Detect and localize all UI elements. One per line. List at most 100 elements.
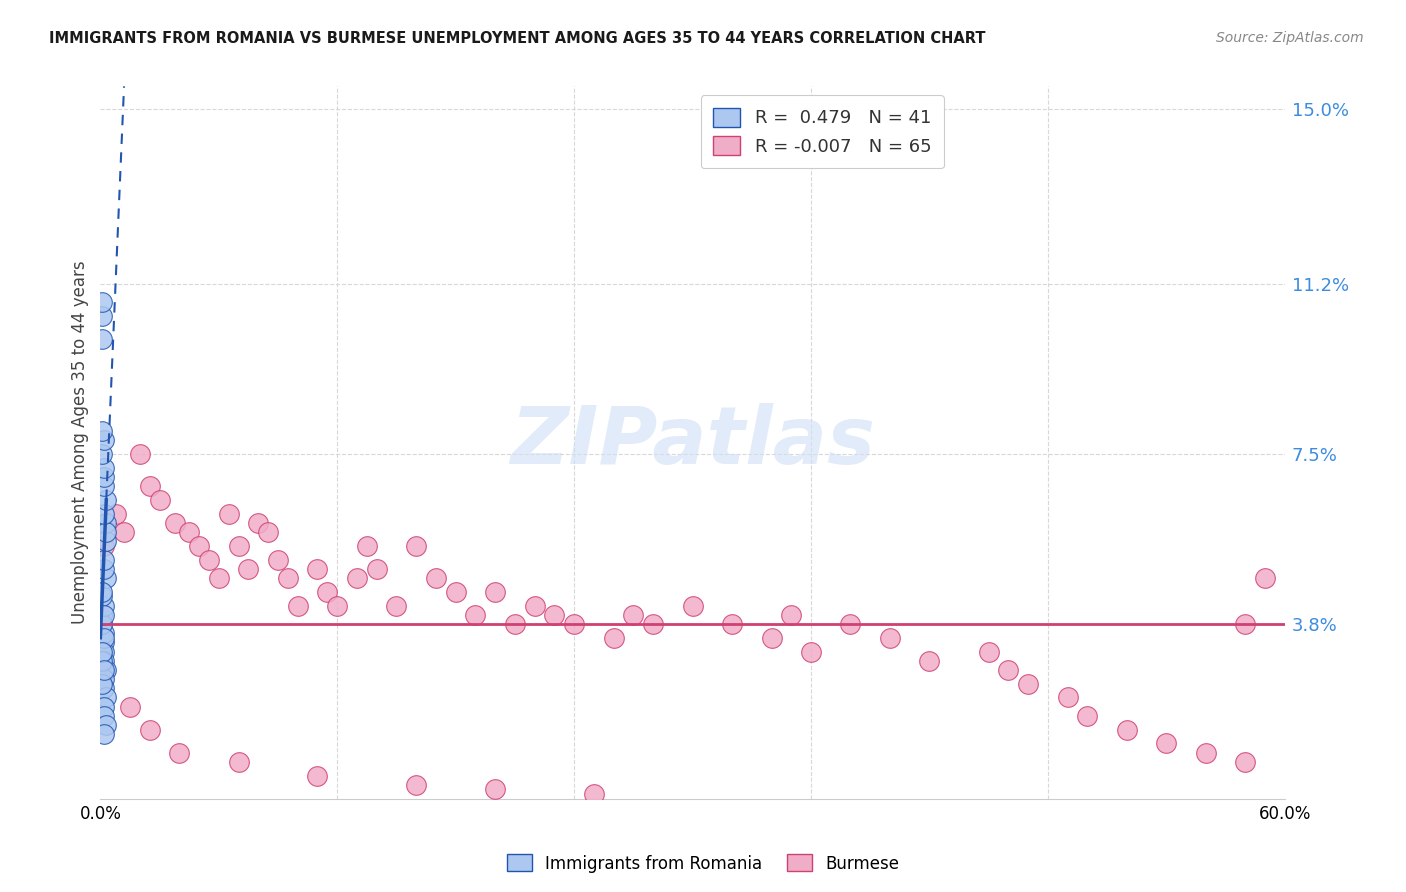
Point [562,616,585,631]
Point [91,584,114,599]
Point [93,460,115,475]
Point [307,768,329,782]
Point [641,616,664,631]
Point [405,539,427,553]
Point [307,562,329,576]
Point [356,539,378,553]
Point [228,755,250,769]
Point [138,479,160,493]
Point [96,718,118,732]
Point [721,616,744,631]
Point [780,607,803,622]
Point [128,447,150,461]
Point [93,709,115,723]
Point [96,663,118,677]
Point [91,295,114,310]
Point [96,534,118,549]
Text: Source: ZipAtlas.com: Source: ZipAtlas.com [1216,31,1364,45]
Point [179,524,201,539]
Point [93,599,115,613]
Point [93,654,115,668]
Point [93,479,115,493]
Point [316,584,339,599]
Point [93,631,115,645]
Point [257,524,280,539]
Legend: R =  0.479   N = 41, R = -0.007   N = 65: R = 0.479 N = 41, R = -0.007 N = 65 [700,95,943,169]
Point [621,607,644,622]
Point [287,599,309,613]
Point [188,539,211,553]
Point [138,723,160,737]
Point [93,470,115,484]
Point [165,516,187,530]
Point [1254,571,1277,585]
Point [1234,616,1257,631]
Point [1195,746,1218,760]
Point [326,599,349,613]
Point [484,782,506,797]
Point [484,584,506,599]
Point [444,584,467,599]
Point [105,507,128,521]
Point [425,571,447,585]
Point [93,663,115,677]
Point [543,607,565,622]
Point [91,309,114,323]
Point [93,607,115,622]
Point [91,644,114,658]
Point [1115,723,1137,737]
Point [93,681,115,696]
Point [346,571,368,585]
Point [1076,709,1098,723]
Point [91,447,114,461]
Point [839,616,862,631]
Point [91,424,114,438]
Point [96,492,118,507]
Point [503,616,526,631]
Text: ZIPatlas: ZIPatlas [510,403,875,482]
Point [96,690,118,705]
Point [228,539,250,553]
Point [93,699,115,714]
Y-axis label: Unemployment Among Ages 35 to 44 years: Unemployment Among Ages 35 to 44 years [72,260,89,624]
Point [112,524,135,539]
Point [208,571,231,585]
Point [366,562,388,576]
Point [148,492,170,507]
Point [91,616,114,631]
Point [267,552,290,566]
Point [93,552,115,566]
Point [93,626,115,640]
Point [91,676,114,690]
Point [247,516,270,530]
Point [91,332,114,346]
Point [997,663,1019,677]
Point [405,778,427,792]
Point [464,607,486,622]
Point [1156,736,1178,750]
Point [93,433,115,447]
Point [91,654,114,668]
Point [91,616,114,631]
Point [93,507,115,521]
Point [879,631,901,645]
Point [918,654,941,668]
Point [198,552,221,566]
Text: IMMIGRANTS FROM ROMANIA VS BURMESE UNEMPLOYMENT AMONG AGES 35 TO 44 YEARS CORREL: IMMIGRANTS FROM ROMANIA VS BURMESE UNEMP… [49,31,986,46]
Point [1017,676,1039,690]
Point [93,672,115,686]
Point [277,571,299,585]
Point [582,787,605,801]
Point [118,699,141,714]
Point [91,590,114,604]
Point [96,516,118,530]
Point [238,562,260,576]
Point [682,599,704,613]
Legend: Immigrants from Romania, Burmese: Immigrants from Romania, Burmese [501,847,905,880]
Point [1234,755,1257,769]
Point [93,635,115,649]
Point [977,644,1000,658]
Point [385,599,408,613]
Point [91,607,114,622]
Point [96,571,118,585]
